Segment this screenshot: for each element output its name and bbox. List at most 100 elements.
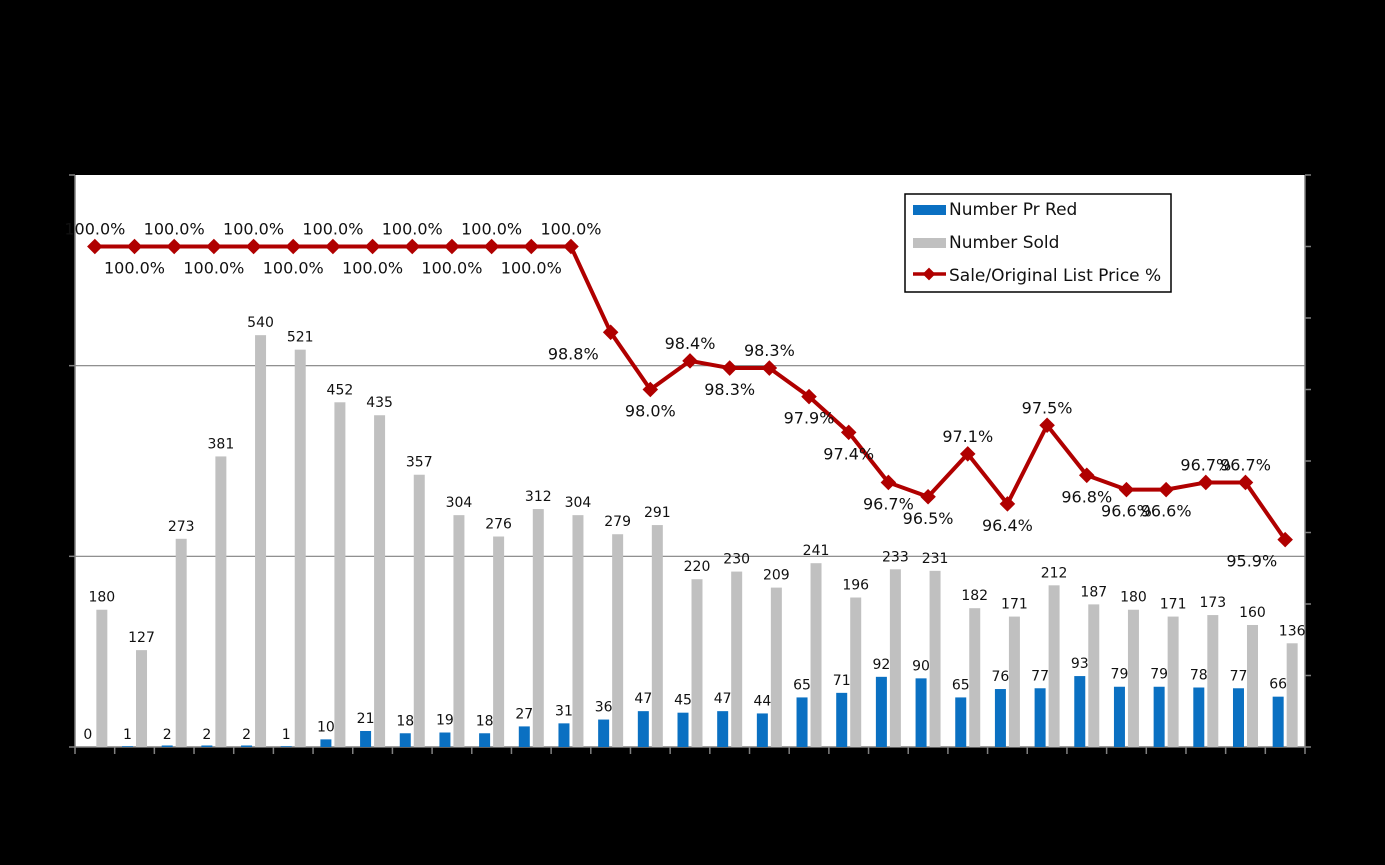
bar-sold (413, 474, 425, 747)
bar-sold (294, 349, 306, 747)
bar-sold (453, 515, 465, 747)
bar-sold (1008, 616, 1020, 747)
bar-pr-red (756, 713, 768, 747)
bar-label-sold: 180 (88, 590, 115, 606)
bar-label-pr-red: 45 (674, 693, 692, 709)
ratio-label: 100.0% (342, 259, 403, 278)
bar-label-pr-red: 44 (753, 693, 771, 709)
ratio-point (245, 238, 262, 255)
bar-sold (1286, 643, 1298, 747)
bar-label-pr-red: 79 (1150, 667, 1168, 683)
bar-pr-red (955, 697, 967, 747)
bar-sold (255, 335, 267, 747)
ratio-label: 100.0% (461, 220, 522, 239)
bar-label-sold: 127 (128, 630, 155, 646)
bar-label-sold: 435 (366, 395, 393, 411)
bar-label-sold: 521 (287, 330, 314, 346)
bar-pr-red (1034, 688, 1046, 747)
bar-pr-red (994, 689, 1006, 747)
bar-label-sold: 357 (406, 455, 433, 471)
ratio-point (563, 238, 579, 255)
bar-label-pr-red: 79 (1111, 667, 1129, 683)
bar-label-pr-red: 0 (83, 727, 92, 743)
ratio-label: 97.9% (784, 409, 835, 428)
bar-labels: 0 180 1 127 2 273 2 381 2 540 1 521 10 452 21 435 18 357 1… (83, 315, 1305, 743)
ratio-label: 96.6% (1101, 502, 1152, 521)
legend-swatch-pr-red (913, 205, 946, 215)
ratio-point (325, 238, 341, 255)
bar-label-sold: 304 (446, 495, 473, 511)
bar-sold (770, 587, 782, 747)
bar-label-pr-red: 36 (595, 700, 613, 716)
bar-pr-red (280, 746, 292, 747)
ratio-point (1158, 481, 1174, 498)
ratio-point (126, 238, 143, 255)
ratio-point (166, 238, 182, 255)
ratio-label: 100.0% (540, 220, 601, 239)
ratio-point (1277, 531, 1293, 548)
bar-label-pr-red: 2 (202, 727, 211, 743)
ratio-label: 96.6% (1141, 502, 1192, 521)
bar-sold (1167, 616, 1179, 747)
bar-pr-red (518, 726, 530, 747)
ratio-label: 100.0% (183, 259, 244, 278)
ratio-label: 100.0% (144, 220, 205, 239)
ratio-label: 100.0% (64, 220, 125, 239)
bar-sold (1207, 615, 1219, 747)
bar-sold (1088, 604, 1100, 747)
bar-pr-red (717, 711, 729, 747)
bar-pr-red (558, 723, 570, 747)
ratio-point (523, 238, 540, 255)
bar-label-sold: 233 (882, 549, 909, 565)
bar-label-pr-red: 10 (317, 719, 335, 735)
bar-sold (96, 609, 108, 747)
bar-sold (969, 608, 981, 747)
bar-label-pr-red: 71 (833, 673, 851, 689)
ratio-point (483, 238, 500, 255)
ratio-labels: 100.0% 100.0% 100.0% 100.0% 100.0% 100.0% 100.… (64, 220, 1277, 571)
bar-pr-red (1153, 686, 1165, 747)
bar-sold (612, 534, 624, 747)
bar-sold (889, 569, 901, 747)
bar-pr-red (598, 719, 610, 747)
bar-label-sold: 540 (247, 315, 274, 331)
ratio-label: 100.0% (421, 259, 482, 278)
bar-pr-red (360, 730, 372, 747)
ratio-label: 100.0% (263, 259, 324, 278)
bar-sold (731, 571, 743, 747)
ratio-point (1039, 417, 1055, 434)
bar-label-sold: 196 (842, 578, 869, 594)
bar-pr-red (241, 745, 253, 747)
bar-label-sold: 209 (763, 568, 790, 584)
bar-label-sold: 291 (644, 505, 671, 521)
bar-label-sold: 279 (604, 514, 631, 530)
legend-label-sold: Number Sold (949, 233, 1059, 253)
ratio-label: 98.0% (625, 402, 676, 421)
legend-label-ratio: Sale/Original List Price % (949, 266, 1161, 286)
bar-label-pr-red: 18 (396, 713, 414, 729)
bar-pr-red (439, 732, 451, 747)
ratio-label: 100.0% (382, 220, 443, 239)
bar-pr-red (1113, 686, 1125, 747)
ratio-point (404, 238, 421, 255)
bar-sold (215, 456, 227, 747)
bar-pr-red (1193, 687, 1205, 747)
bar-label-pr-red: 1 (282, 727, 291, 743)
bar-sold (651, 525, 663, 747)
bar-label-pr-red: 47 (714, 691, 732, 707)
bar-pr-red (915, 678, 927, 747)
bar-label-pr-red: 92 (872, 657, 890, 673)
bar-label-pr-red: 78 (1190, 668, 1208, 684)
ratio-point (87, 238, 103, 255)
ratio-label: 100.0% (223, 220, 284, 239)
legend-box (904, 193, 1172, 293)
ratio-point (444, 238, 460, 255)
ratio-label: 96.7% (1180, 455, 1231, 474)
bar-pr-red (796, 697, 808, 747)
bar-label-pr-red: 76 (992, 669, 1010, 685)
bar-label-pr-red: 65 (793, 677, 811, 693)
bar-pr-red (1272, 696, 1284, 747)
ratio-label: 95.9% (1226, 552, 1277, 571)
bar-pr-red (875, 676, 887, 747)
ratio-point (1078, 467, 1095, 484)
